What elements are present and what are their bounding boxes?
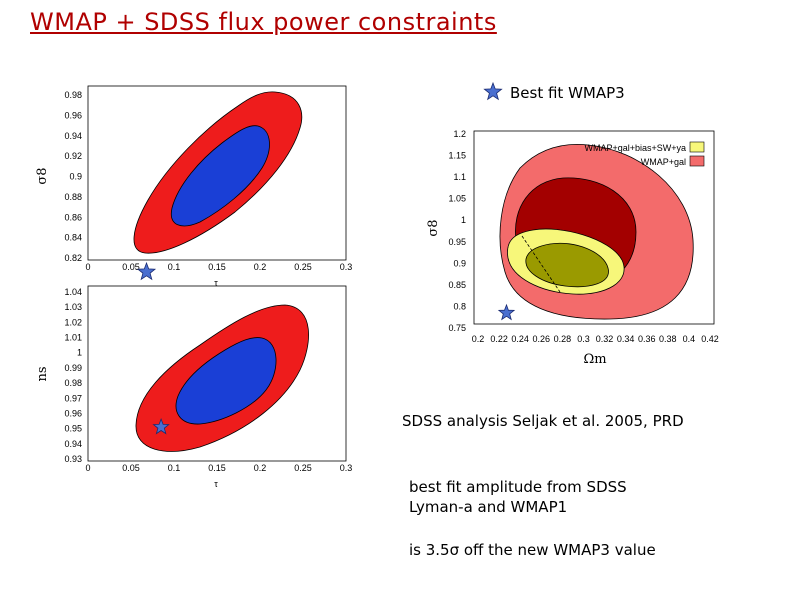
note-line-3: is 3.5σ off the new WMAP3 value	[409, 541, 656, 559]
panel3-x-tick-label: 0.24	[511, 334, 529, 344]
panel2-best-fit-star-icon	[152, 417, 170, 435]
panel2-inner-contour	[175, 337, 277, 425]
panel3-y-tick-label: 0.85	[448, 280, 466, 290]
note-line-1: best fit amplitude from SDSS	[409, 478, 627, 496]
legend-swatch-red	[689, 155, 705, 167]
panel1-x-tick-label: 0.25	[294, 262, 312, 272]
panel2-y-tick-label: 0.99	[64, 363, 82, 373]
panel3-y-tick-label: 1.05	[448, 194, 466, 204]
panel2-x-tick-label: 0.25	[294, 463, 312, 473]
panel2-y-tick-label: 0.95	[64, 424, 82, 434]
panel2-x-tick-label: 0.1	[168, 463, 181, 473]
panel1-inner-contour	[170, 125, 270, 227]
panel3-y-tick-label: 0.9	[453, 258, 466, 268]
panel2-x-tick-label: 0.05	[122, 463, 140, 473]
panel3-x-tick-label: 0.36	[638, 334, 656, 344]
panel3-x-tick-label: 0.38	[659, 334, 677, 344]
panel1-y-tick-label: 0.84	[64, 233, 82, 243]
panel2-x-tick-label: 0.15	[208, 463, 226, 473]
best-fit-legend-star-icon	[483, 81, 503, 101]
panel3-x-tick-label: 0.4	[683, 334, 696, 344]
panel2-y-tick-label: 0.98	[64, 378, 82, 388]
panel3-y-tick-label: 1.15	[448, 151, 466, 161]
panel3-x-tick-label: 0.3	[577, 334, 590, 344]
panel1-y-tick-label: 0.9	[69, 172, 82, 182]
legend-entry-1: WMAP+gal+bias+SW+ya	[584, 143, 686, 153]
panel1-y-tick-label: 0.82	[64, 253, 82, 263]
slide-title: WMAP + SDSS flux power constraints	[30, 8, 497, 36]
legend-swatch-yellow	[689, 141, 705, 153]
panel1-frame	[87, 85, 347, 261]
panel1-y-tick-label: 0.88	[64, 192, 82, 202]
panel-ns-tau: 0 0.05 0.1 0.15 0.2 0.25 0.3 1.04 1.03 1.02 1.01 1 0…	[35, 285, 353, 489]
panel3-frame	[473, 130, 715, 325]
panel3-y-tick-label: 0.8	[453, 301, 466, 311]
panel1-y-tick-label: 0.92	[64, 151, 82, 161]
panel1-y-axis-label: σ8	[35, 167, 50, 184]
legend-entry-2: WMAP+gal	[641, 157, 686, 167]
panel2-frame	[87, 285, 347, 462]
panel3-x-tick-label: 0.26	[533, 334, 551, 344]
panel3-x-tick-label: 0.22	[490, 334, 508, 344]
panel1-y-tick-label: 0.96	[64, 110, 82, 120]
panel-sigma8-tau: 0 0.05 0.1 0.15 0.2 0.25 0.3 0.98 0.96 0.94 0.92 0.…	[35, 85, 353, 288]
panel2-y-tick-label: 1.01	[64, 333, 82, 343]
panel1-x-axis-label: τ	[214, 278, 218, 288]
note-line-2: Lyman-a and WMAP1	[409, 498, 568, 516]
panel1-best-fit-star-icon	[136, 261, 157, 281]
panel3-y-tick-label: 1	[461, 215, 466, 225]
panel2-x-tick-label: 0.3	[340, 463, 353, 473]
panel2-y-tick-label: 1.03	[64, 302, 82, 312]
panel1-x-tick-label: 0.2	[254, 262, 267, 272]
panel3-x-axis-label: Ωm	[583, 352, 606, 367]
panel3-best-fit-star-icon	[497, 303, 516, 321]
panel1-x-tick-label: 0	[85, 262, 90, 272]
panel1-y-tick-label: 0.98	[64, 90, 82, 100]
panel1-y-tick-label: 0.94	[64, 131, 82, 141]
panel3-x-tick-label: 0.2	[472, 334, 485, 344]
panel3-y-tick-label: 0.75	[448, 323, 466, 333]
panel3-x-tick-label: 0.28	[554, 334, 572, 344]
panel3-x-tick-label: 0.34	[617, 334, 635, 344]
panel2-y-tick-label: 1.02	[64, 317, 82, 327]
best-fit-label: Best fit WMAP3	[510, 84, 625, 102]
panel3-x-tick-label: 0.42	[701, 334, 719, 344]
panel3-dashed-boundary	[521, 235, 561, 293]
citation-text: SDSS analysis Seljak et al. 2005, PRD	[402, 412, 684, 430]
panel3-olive-contour	[525, 242, 609, 288]
panel3-y-tick-label: 1.1	[453, 172, 466, 182]
panel2-x-tick-label: 0	[85, 463, 90, 473]
panel1-x-tick-label: 0.05	[122, 262, 140, 272]
panel-sigma8-omegam: WMAP+gal+bias+SW+ya WMAP+gal 0.2 0.22 0.24…	[426, 129, 719, 367]
panel3-y-axis-label: σ8	[426, 219, 441, 236]
panel3-x-tick-label: 0.32	[596, 334, 614, 344]
panel2-y-tick-label: 0.93	[64, 454, 82, 464]
panel2-y-tick-label: 0.97	[64, 393, 82, 403]
panel2-y-tick-label: 1	[77, 348, 82, 358]
panel1-x-tick-label: 0.15	[208, 262, 226, 272]
panel2-y-tick-label: 1.04	[64, 287, 82, 297]
panel2-y-axis-label: ns	[35, 366, 50, 381]
panel3-y-tick-label: 1.2	[453, 129, 466, 139]
panel1-y-tick-label: 0.86	[64, 212, 82, 222]
panel1-x-tick-label: 0.3	[340, 262, 353, 272]
panel1-x-tick-label: 0.1	[168, 262, 181, 272]
panel2-y-tick-label: 0.96	[64, 408, 82, 418]
panel3-y-tick-label: 0.95	[448, 237, 466, 247]
panel2-x-axis-label: τ	[214, 479, 218, 489]
panel2-x-tick-label: 0.2	[254, 463, 267, 473]
panel2-y-tick-label: 0.94	[64, 439, 82, 449]
